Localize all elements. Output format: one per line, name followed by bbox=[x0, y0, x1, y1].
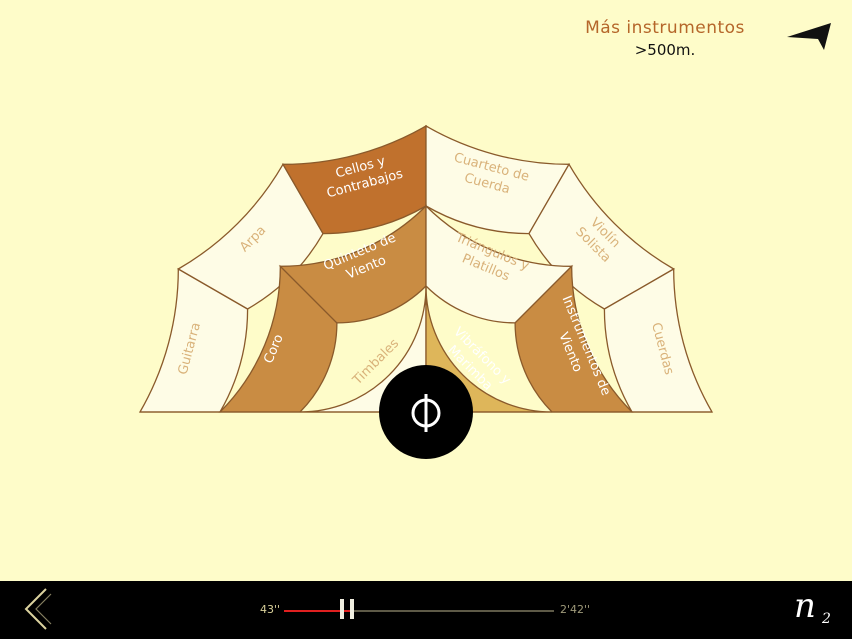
more-instruments-distance: >500m. bbox=[634, 41, 696, 59]
total-time: 2'42'' bbox=[560, 603, 591, 616]
more-instruments-title: Más instrumentos bbox=[585, 18, 745, 38]
pause-bar-left bbox=[340, 599, 344, 619]
pause-bar-right bbox=[350, 599, 354, 619]
chevron-left-icon[interactable] bbox=[20, 585, 56, 633]
logo-letter: n bbox=[794, 586, 816, 626]
pause-button[interactable] bbox=[335, 599, 359, 621]
more-instruments-link[interactable]: Más instrumentos >500m. bbox=[560, 18, 770, 59]
progress-track[interactable] bbox=[284, 610, 554, 612]
progress-fill bbox=[284, 610, 355, 612]
phi-button[interactable] bbox=[379, 365, 473, 459]
n2-logo: n 2 bbox=[794, 589, 838, 633]
logo-subscript: 2 bbox=[822, 611, 831, 627]
elapsed-time: 43'' bbox=[259, 603, 280, 616]
navigation-arrow-icon[interactable] bbox=[785, 20, 833, 52]
player-bar: 43'' 2'42'' n 2 bbox=[0, 581, 852, 639]
